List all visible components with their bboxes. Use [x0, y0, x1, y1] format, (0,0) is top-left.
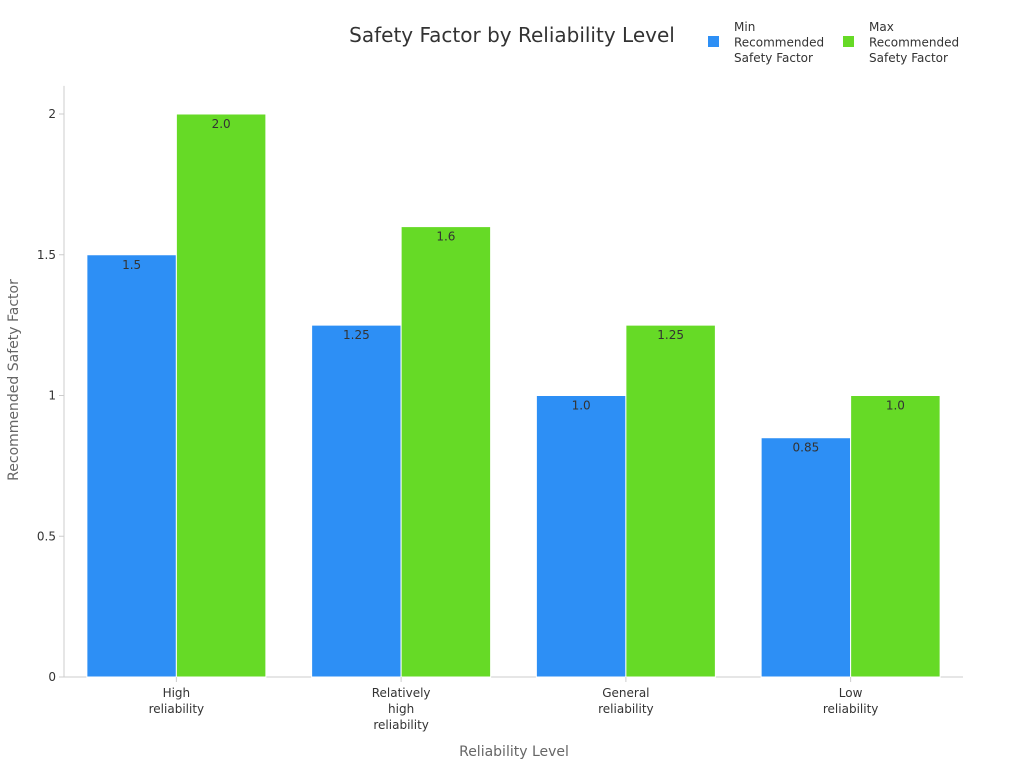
bar-value-label: 1.5: [122, 258, 141, 272]
chart-title: Safety Factor by Reliability Level: [349, 23, 675, 47]
bar-value-label: 2.0: [212, 117, 231, 131]
x-tick-label: Relatively high reliability: [372, 686, 431, 732]
x-tick-label: Low reliability: [823, 686, 879, 716]
bar-min-0: [86, 254, 177, 678]
bar-value-label: 1.25: [343, 328, 370, 342]
legend-label-0: Min Recommended Safety Factor: [734, 20, 824, 65]
bar-value-label: 1.0: [572, 399, 591, 413]
bar-max-0: [175, 113, 267, 678]
bar-value-label: 1.0: [886, 399, 905, 413]
x-tick-label: High reliability: [149, 686, 205, 716]
legend-swatch-0: [708, 36, 719, 47]
bar-value-label: 1.25: [657, 328, 684, 342]
x-tick-label: General reliability: [598, 686, 654, 716]
plot-area: 0 0.5 1 1.5 2 1.5 2.0 High reliability 1.25 1.6 Rel…: [37, 85, 963, 732]
bar-value-label: 0.85: [793, 441, 820, 455]
bar-max-1: [400, 226, 492, 678]
bar-min-2: [535, 395, 627, 678]
legend-label-1: Max Recommended Safety Factor: [869, 20, 959, 65]
bar-max-3: [850, 395, 941, 678]
y-tick-label: 1.5: [37, 248, 56, 262]
x-axis-title: Reliability Level: [459, 744, 569, 760]
y-tick-label: 1: [48, 389, 56, 403]
legend-swatch-1: [843, 36, 854, 47]
bar-value-label: 1.6: [436, 230, 455, 244]
legend: Min Recommended Safety Factor Max Recommende…: [708, 20, 959, 65]
bar-min-1: [311, 324, 402, 678]
bar-min-3: [760, 437, 852, 678]
y-tick-label: 2: [48, 107, 56, 121]
bar-max-2: [625, 324, 716, 678]
y-tick-label: 0.5: [37, 529, 56, 543]
y-tick-label: 0: [48, 670, 56, 684]
y-axis-title: Recommended Safety Factor: [6, 279, 22, 481]
